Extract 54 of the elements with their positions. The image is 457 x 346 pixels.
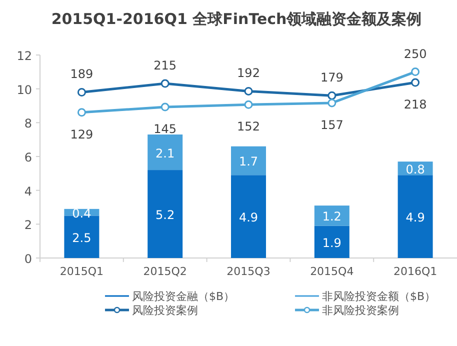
legend-label: 风险投资金融（$B） (132, 290, 235, 303)
data-label: 1.7 (238, 154, 258, 169)
bar (314, 206, 350, 226)
data-label: 2.1 (156, 146, 175, 160)
bar (398, 175, 433, 258)
data-label: 4.9 (406, 210, 425, 225)
point (328, 98, 336, 108)
y-tick-label: 4 (24, 184, 32, 198)
bar (231, 146, 266, 176)
data-label: 157 (320, 118, 344, 132)
data-label: 250 (404, 46, 427, 61)
data-label: 179 (320, 70, 344, 85)
y-tick-label: 8 (24, 116, 32, 131)
y-tick-label: 0 (24, 252, 32, 266)
data-label: 5.2 (156, 208, 175, 222)
legend-label: 非风险投资金额（$B） (322, 290, 436, 303)
x-tick-label: 2015Q2 (143, 265, 187, 278)
data-label: 4.9 (238, 210, 258, 225)
bar (231, 175, 266, 258)
data-label: 1.9 (322, 236, 342, 250)
data-label: 218 (404, 98, 427, 112)
data-label: 152 (237, 120, 260, 134)
point (160, 79, 170, 88)
point (411, 68, 420, 76)
point (328, 91, 336, 100)
data-label: 0.8 (406, 162, 425, 176)
bar (148, 134, 183, 170)
legend-label: 风险投资案例 (132, 304, 198, 317)
data-label: 215 (154, 58, 177, 73)
data-label: 1.2 (322, 210, 342, 224)
x-tick-label: 2015Q1 (60, 265, 104, 278)
point (77, 88, 86, 96)
x-tick-label: 2015Q3 (226, 265, 270, 278)
y-tick-label: 6 (24, 150, 32, 164)
x-tick-label: 2015Q4 (310, 265, 354, 278)
data-label: 2.5 (72, 230, 92, 245)
y-tick-label: 10 (16, 82, 32, 97)
point (244, 86, 253, 96)
data-label: 145 (154, 122, 177, 136)
x-tick-label: 2016Q1 (393, 265, 438, 278)
legend-label: 非风险投资案例 (322, 304, 399, 317)
data-label: 192 (237, 66, 260, 80)
bar (314, 226, 350, 258)
chart-title: 2015Q1-2016Q1 全球FinTech领域融资金额及案例 (51, 10, 422, 28)
point (411, 78, 420, 87)
point (244, 100, 253, 109)
y-tick-label: 2 (24, 218, 32, 232)
data-label: 0.4 (72, 206, 92, 220)
point (160, 102, 170, 112)
bar (148, 170, 183, 258)
point (77, 108, 86, 117)
y-tick-label: 12 (16, 49, 32, 63)
data-label: 189 (70, 67, 94, 82)
data-label: 129 (70, 127, 94, 142)
